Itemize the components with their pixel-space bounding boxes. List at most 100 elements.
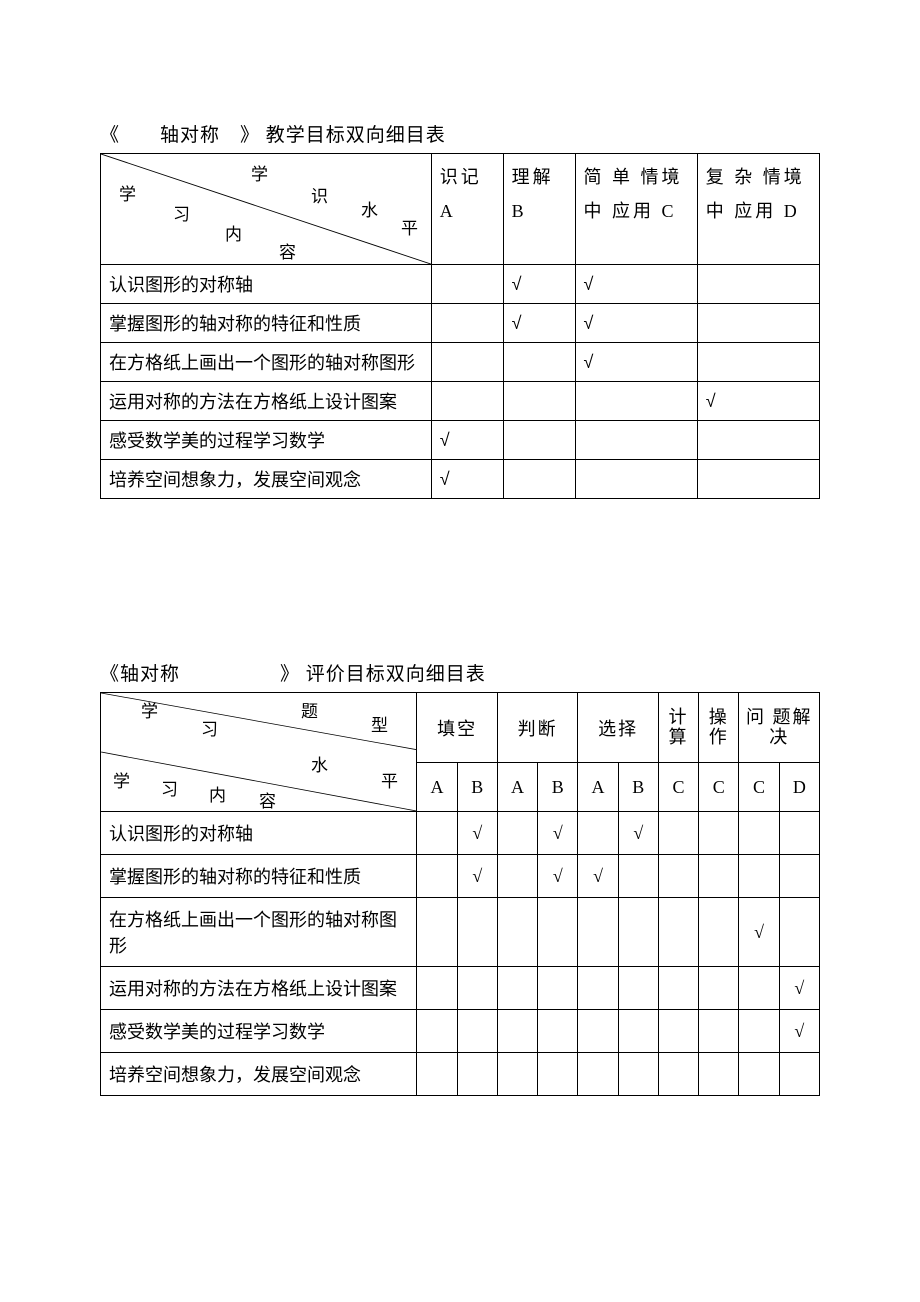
t1-r4-c1 [503, 421, 575, 460]
t2-r4-c5 [618, 1010, 658, 1053]
t2-g4: 操作 [699, 693, 739, 763]
t2-s2: A [497, 763, 537, 812]
t1-r4-c0: √ [431, 421, 503, 460]
table2-title: 《轴对称 》 评价目标双向细目表 [100, 659, 820, 686]
table2-diagonal-header: 题 型 学 习 水 平 学 习 内 容 [101, 693, 417, 812]
t1-col-c: 简 单 情境 中 应用 C [575, 154, 697, 265]
table-row: 掌握图形的轴对称的特征和性质 √ √ √ [101, 855, 820, 898]
t1-r4-label: 感受数学美的过程学习数学 [101, 421, 432, 460]
t2-r4-label: 感受数学美的过程学习数学 [101, 1010, 417, 1053]
t1-r1-label: 掌握图形的轴对称的特征和性质 [101, 304, 432, 343]
t2-r4-c6 [658, 1010, 698, 1053]
table1-title-suffix: 教学目标双向细目表 [266, 125, 446, 146]
t2-diag-mid-4: 平 [381, 767, 398, 792]
t2-diag-b-2: 习 [161, 775, 178, 800]
t2-r4-c3 [538, 1010, 578, 1053]
t2-r5-label: 培养空间想象力，发展空间观念 [101, 1053, 417, 1096]
t1-diag-lower-4: 容 [279, 238, 296, 263]
t2-diag-b-4: 容 [259, 787, 276, 812]
t2-r5-c5 [618, 1053, 658, 1096]
t2-r3-c2 [497, 967, 537, 1010]
table2-body: 认识图形的对称轴 √ √ √ 掌握图形的轴对称的特征和性质 √ √ √ [101, 812, 820, 1096]
table-row: 在方格纸上画出一个图形的轴对称图形 √ [101, 343, 820, 382]
t2-r2-c9 [779, 898, 819, 967]
t2-r0-c5: √ [618, 812, 658, 855]
t1-diag-upper-2: 识 [311, 182, 328, 207]
t1-r1-c0 [431, 304, 503, 343]
table-row: 运用对称的方法在方格纸上设计图案 √ [101, 967, 820, 1010]
t2-r3-c6 [658, 967, 698, 1010]
t2-r1-c7 [699, 855, 739, 898]
table1-body: 认识图形的对称轴 √ √ 掌握图形的轴对称的特征和性质 √ √ 在方格纸上画出一… [101, 265, 820, 499]
t2-s6: C [658, 763, 698, 812]
t2-g2: 选择 [578, 693, 659, 763]
t2-r5-c8 [739, 1053, 779, 1096]
t1-r5-c3 [697, 460, 819, 499]
t2-r4-c0 [417, 1010, 457, 1053]
t1-diag-lower-1: 学 [119, 180, 136, 205]
t2-r1-c9 [779, 855, 819, 898]
t2-r5-c0 [417, 1053, 457, 1096]
t1-r2-c2: √ [575, 343, 697, 382]
t1-r3-c0 [431, 382, 503, 421]
table-row: 认识图形的对称轴 √ √ √ [101, 812, 820, 855]
table-row: 运用对称的方法在方格纸上设计图案 √ [101, 382, 820, 421]
t2-r3-c5 [618, 967, 658, 1010]
t2-r3-label: 运用对称的方法在方格纸上设计图案 [101, 967, 417, 1010]
t1-r0-c1: √ [503, 265, 575, 304]
t2-g3: 计算 [658, 693, 698, 763]
t1-col-b: 理解 B [503, 154, 575, 265]
t2-r5-c7 [699, 1053, 739, 1096]
table-row: 认识图形的对称轴 √ √ [101, 265, 820, 304]
table-row: 培养空间想象力，发展空间观念 √ [101, 460, 820, 499]
t2-r1-c1: √ [457, 855, 497, 898]
table-row: 掌握图形的轴对称的特征和性质 √ √ [101, 304, 820, 343]
t2-s9: D [779, 763, 819, 812]
teaching-objective-table: 学 识 水 平 学 习 内 容 识记 A 理解 B [100, 153, 820, 499]
table-row: 在方格纸上画出一个图形的轴对称图形 √ [101, 898, 820, 967]
t1-r0-c3 [697, 265, 819, 304]
t2-r3-c8 [739, 967, 779, 1010]
t2-s4: A [578, 763, 618, 812]
t2-r4-c4 [578, 1010, 618, 1053]
document-page: 《 轴对称 》 教学目标双向细目表 学 识 水 平 学 习 内 容 [0, 0, 920, 1302]
t2-r2-label: 在方格纸上画出一个图形的轴对称图形 [101, 898, 417, 967]
t1-r3-c2 [575, 382, 697, 421]
t2-r4-c1 [457, 1010, 497, 1053]
t1-col-d-txt: 复 杂 情境 中 应用 D [706, 167, 805, 221]
t1-col-b-l2: B [512, 201, 527, 221]
t2-r3-c0 [417, 967, 457, 1010]
t1-r0-c2: √ [575, 265, 697, 304]
table2-title-suffix: 评价目标双向细目表 [306, 664, 486, 685]
table-row: 感受数学美的过程学习数学 √ [101, 1010, 820, 1053]
t2-s5: B [618, 763, 658, 812]
t2-r0-c1: √ [457, 812, 497, 855]
t2-r1-c5 [618, 855, 658, 898]
t2-r0-c8 [739, 812, 779, 855]
t2-s0: A [417, 763, 457, 812]
t2-r5-c2 [497, 1053, 537, 1096]
t2-r3-c3 [538, 967, 578, 1010]
t1-col-a-l1: 识记 [440, 167, 482, 187]
t2-s3: B [538, 763, 578, 812]
t2-r1-label: 掌握图形的轴对称的特征和性质 [101, 855, 417, 898]
t2-r1-c2 [497, 855, 537, 898]
t1-r1-c3 [697, 304, 819, 343]
t2-r3-c1 [457, 967, 497, 1010]
t2-r0-c7 [699, 812, 739, 855]
vertical-spacer [100, 499, 820, 659]
t1-col-d: 复 杂 情境 中 应用 D [697, 154, 819, 265]
t2-r0-c0 [417, 812, 457, 855]
t1-col-b-l1: 理解 [512, 167, 554, 187]
t2-g1: 判断 [497, 693, 578, 763]
t2-diag-b-1: 学 [113, 767, 130, 792]
t2-r2-c6 [658, 898, 698, 967]
t2-r3-c4 [578, 967, 618, 1010]
t2-r1-c6 [658, 855, 698, 898]
table1-header-row: 学 识 水 平 学 习 内 容 识记 A 理解 B [101, 154, 820, 265]
table-row: 培养空间想象力，发展空间观念 [101, 1053, 820, 1096]
t1-r0-c0 [431, 265, 503, 304]
t2-r2-c2 [497, 898, 537, 967]
t2-r4-c8 [739, 1010, 779, 1053]
t2-r0-c9 [779, 812, 819, 855]
